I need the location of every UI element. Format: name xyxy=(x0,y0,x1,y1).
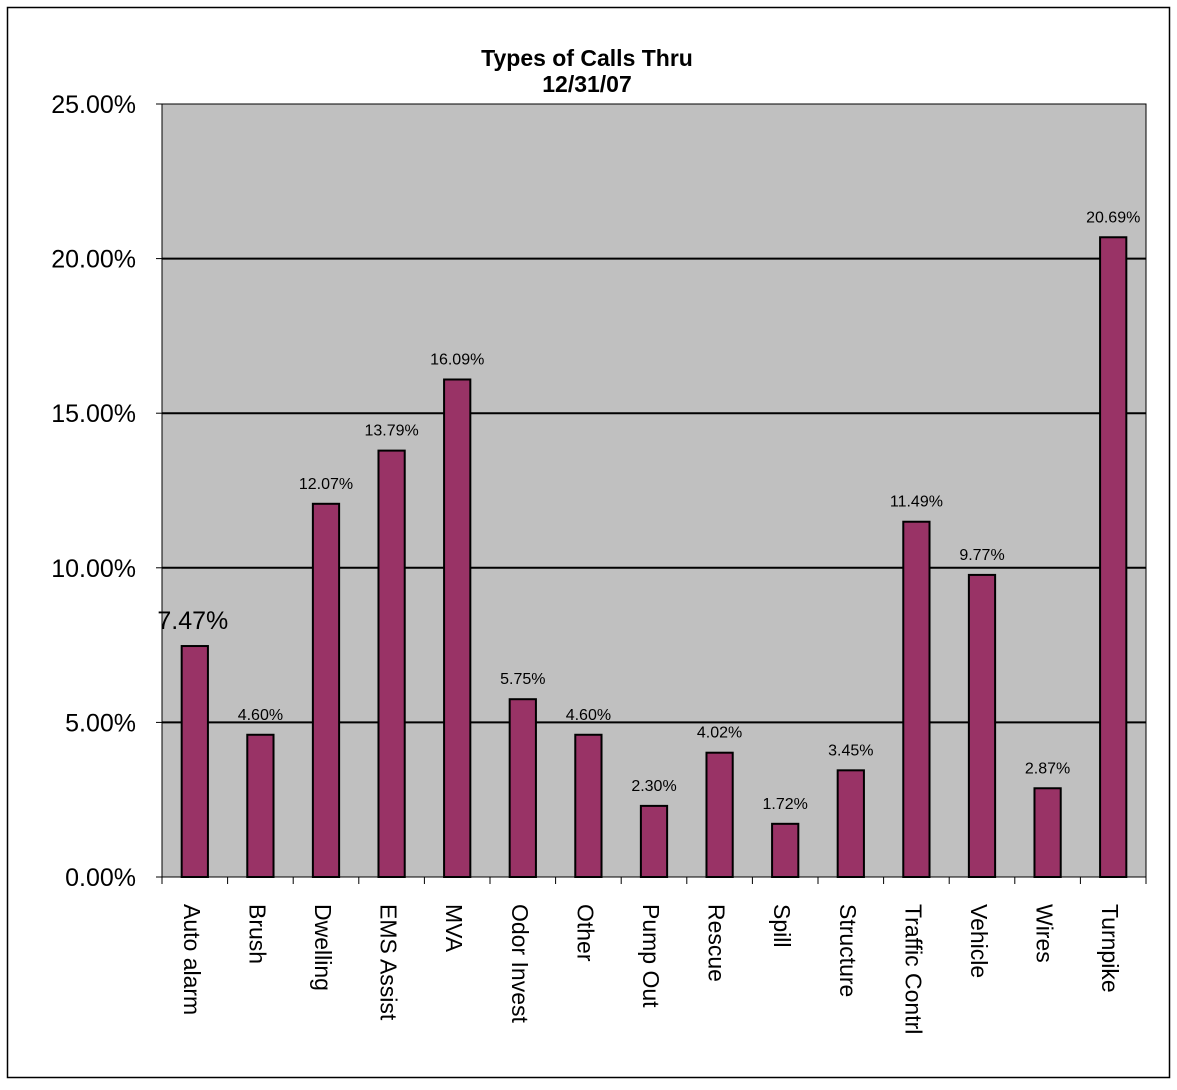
data-label: 9.77% xyxy=(959,547,1004,564)
bar xyxy=(1099,236,1128,878)
bar xyxy=(246,733,275,878)
x-tick-label: Other xyxy=(572,904,598,962)
data-label: 3.45% xyxy=(828,742,873,759)
x-tick-label: EMS Assist xyxy=(376,904,402,1021)
x-tick-label: Vehicle xyxy=(966,904,992,978)
bar xyxy=(508,698,537,879)
y-axis-tick-labels: 0.00% 5.00% 10.00% 15.00% 20.00% 25.00% xyxy=(51,91,136,892)
data-label: 1.72% xyxy=(763,796,808,813)
x-tick-label: Turnpike xyxy=(1097,904,1123,993)
bar xyxy=(180,645,209,878)
bar xyxy=(705,751,734,878)
data-label: 13.79% xyxy=(364,423,418,440)
x-tick-label: Auto alarm xyxy=(179,904,205,1015)
x-axis xyxy=(161,876,1147,884)
x-tick-label: Wires xyxy=(1032,904,1058,963)
data-label: 4.02% xyxy=(697,725,742,742)
data-label: 4.60% xyxy=(238,707,283,724)
x-tick-label: Spill xyxy=(769,904,795,947)
x-tick-label: MVA xyxy=(441,904,467,953)
data-label: 20.69% xyxy=(1086,209,1140,226)
y-tick-label: 10.00% xyxy=(51,555,136,583)
data-label: 2.30% xyxy=(631,778,676,795)
chart-title: Types of Calls Thru xyxy=(481,45,693,71)
data-labels: 7.47% 4.60% 12.07% 13.79% 16.09% 5.75% 4.60% 2.… xyxy=(157,209,1140,813)
x-tick-label: Odor Invest xyxy=(507,904,533,1023)
x-tick-label: Traffic Contrl xyxy=(900,904,926,1034)
y-tick-label: 0.00% xyxy=(65,864,136,892)
data-label: 4.60% xyxy=(566,707,611,724)
bar xyxy=(443,378,472,878)
bar xyxy=(311,502,341,878)
bar xyxy=(771,822,800,879)
x-tick-label: Rescue xyxy=(704,904,730,982)
bar xyxy=(836,769,865,878)
data-label: 5.75% xyxy=(500,671,545,688)
data-label: 2.87% xyxy=(1025,760,1070,777)
x-axis-tick-labels: Auto alarm Brush Dwelling EMS Assist MVA Odor… xyxy=(179,904,1123,1034)
bar xyxy=(639,804,669,878)
data-label: 11.49% xyxy=(890,494,943,511)
x-tick-label: Pump Out xyxy=(638,904,664,1008)
chart-subtitle: 12/31/07 xyxy=(542,71,632,97)
x-tick-label: Brush xyxy=(244,904,270,964)
y-tick-label: 15.00% xyxy=(51,400,136,428)
x-tick-label: Structure xyxy=(835,904,861,997)
data-label: 12.07% xyxy=(299,476,353,493)
bars xyxy=(180,236,1128,879)
bar xyxy=(574,733,603,878)
y-tick-label: 25.00% xyxy=(51,91,136,119)
y-tick-label: 20.00% xyxy=(51,246,136,274)
data-label: 16.09% xyxy=(430,351,484,368)
bar xyxy=(967,573,997,879)
bar xyxy=(1033,787,1062,878)
bar xyxy=(377,449,406,878)
data-label: 7.47% xyxy=(157,607,228,635)
y-tick-label: 5.00% xyxy=(65,709,136,737)
x-tick-label: Dwelling xyxy=(310,904,336,991)
bar xyxy=(902,520,931,878)
